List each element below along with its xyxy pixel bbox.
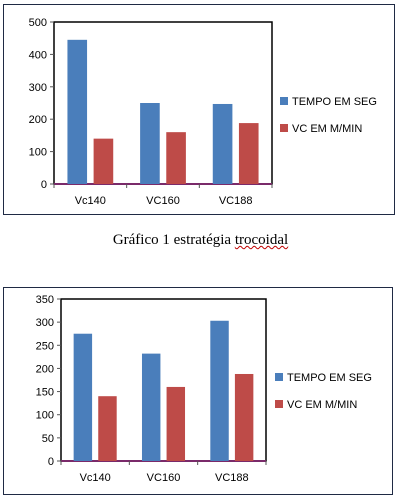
chart-2-plot-area [60,298,267,462]
chart-1-y-tick-label: 200 [29,114,47,126]
chart-1-y-tick-label: 100 [29,147,47,159]
caption-underlined-word: trocoidal [234,232,289,248]
chart-2-x-tick-label: Vc140 [80,472,111,484]
chart-2-legend-label: VC EM M/MIN [287,399,357,411]
chart-1-bar-tempo-1 [67,39,88,184]
chart-1-bar-vc-1 [93,138,114,184]
chart-2-y-tick-label: 350 [36,294,54,306]
chart-1-bar-vc-3 [238,123,259,184]
chart-1-frame: 0 100 200 300 400 500 Vc140 VC160 VC188 TEMPO EM … [3,4,395,215]
chart-1-bar-vc-2 [166,132,186,184]
chart-2-y-tick-label: 100 [36,410,54,422]
chart-2-y-tick-label: 200 [36,363,54,375]
chart-2-bar-vc-2 [166,386,186,461]
caption-prefix: Gráfico 1 estratégia [112,232,235,248]
chart-2-y-tick-label: 50 [42,433,54,445]
chart-caption: Gráfico 1 estratégia trocoidal [0,232,401,249]
chart-2-bar-tempo-2 [141,353,161,461]
chart-2-bar-tempo-3 [210,320,229,461]
chart-2-y-tick-label: 0 [48,456,54,468]
chart-2-bar-vc-1 [98,396,117,461]
chart-2-frame: 0 50 100 150 200 250 300 350 Vc140 VC160 VC188 TEMP… [3,287,393,495]
chart-1-x-tick-label: Vc140 [75,195,106,207]
chart-1-bar-tempo-2 [140,103,160,184]
chart-1-legend-swatch [280,97,288,105]
chart-1-legend-label: TEMPO EM SEG [292,96,377,108]
chart-2-y-tick-label: 150 [36,387,54,399]
chart-2-bar-tempo-1 [73,333,93,461]
chart-1-legend-swatch [280,124,288,132]
chart-1-y-tick-label: 500 [29,17,47,29]
chart-2-bar-vc-3 [234,373,254,461]
chart-2: 0 50 100 150 200 250 300 350 Vc140 VC160 VC188 TEMP… [36,294,372,484]
chart-1-y-tick-label: 400 [29,49,47,61]
chart-2-y-tick-label: 250 [36,340,54,352]
chart-2-x-tick-label: VC188 [215,472,249,484]
chart-2-legend-swatch [275,373,283,381]
chart-1-plot-area [53,21,273,185]
chart-1-y-tick-label: 300 [29,82,47,94]
chart-1-x-tick-label: VC160 [146,195,180,207]
chart-1-legend-label: VC EM M/MIN [292,123,362,135]
chart-2-y-tick-label: 300 [36,317,54,329]
chart-2-legend-label: TEMPO EM SEG [287,372,372,384]
chart-1: 0 100 200 300 400 500 Vc140 VC160 VC188 TEMPO EM … [29,17,377,207]
chart-2-x-tick-label: VC160 [147,472,181,484]
chart-1-x-tick-label: VC188 [219,195,253,207]
chart-2-legend-swatch [275,400,283,408]
chart-1-y-tick-label: 0 [41,179,47,191]
chart-1-bar-tempo-3 [212,103,233,184]
